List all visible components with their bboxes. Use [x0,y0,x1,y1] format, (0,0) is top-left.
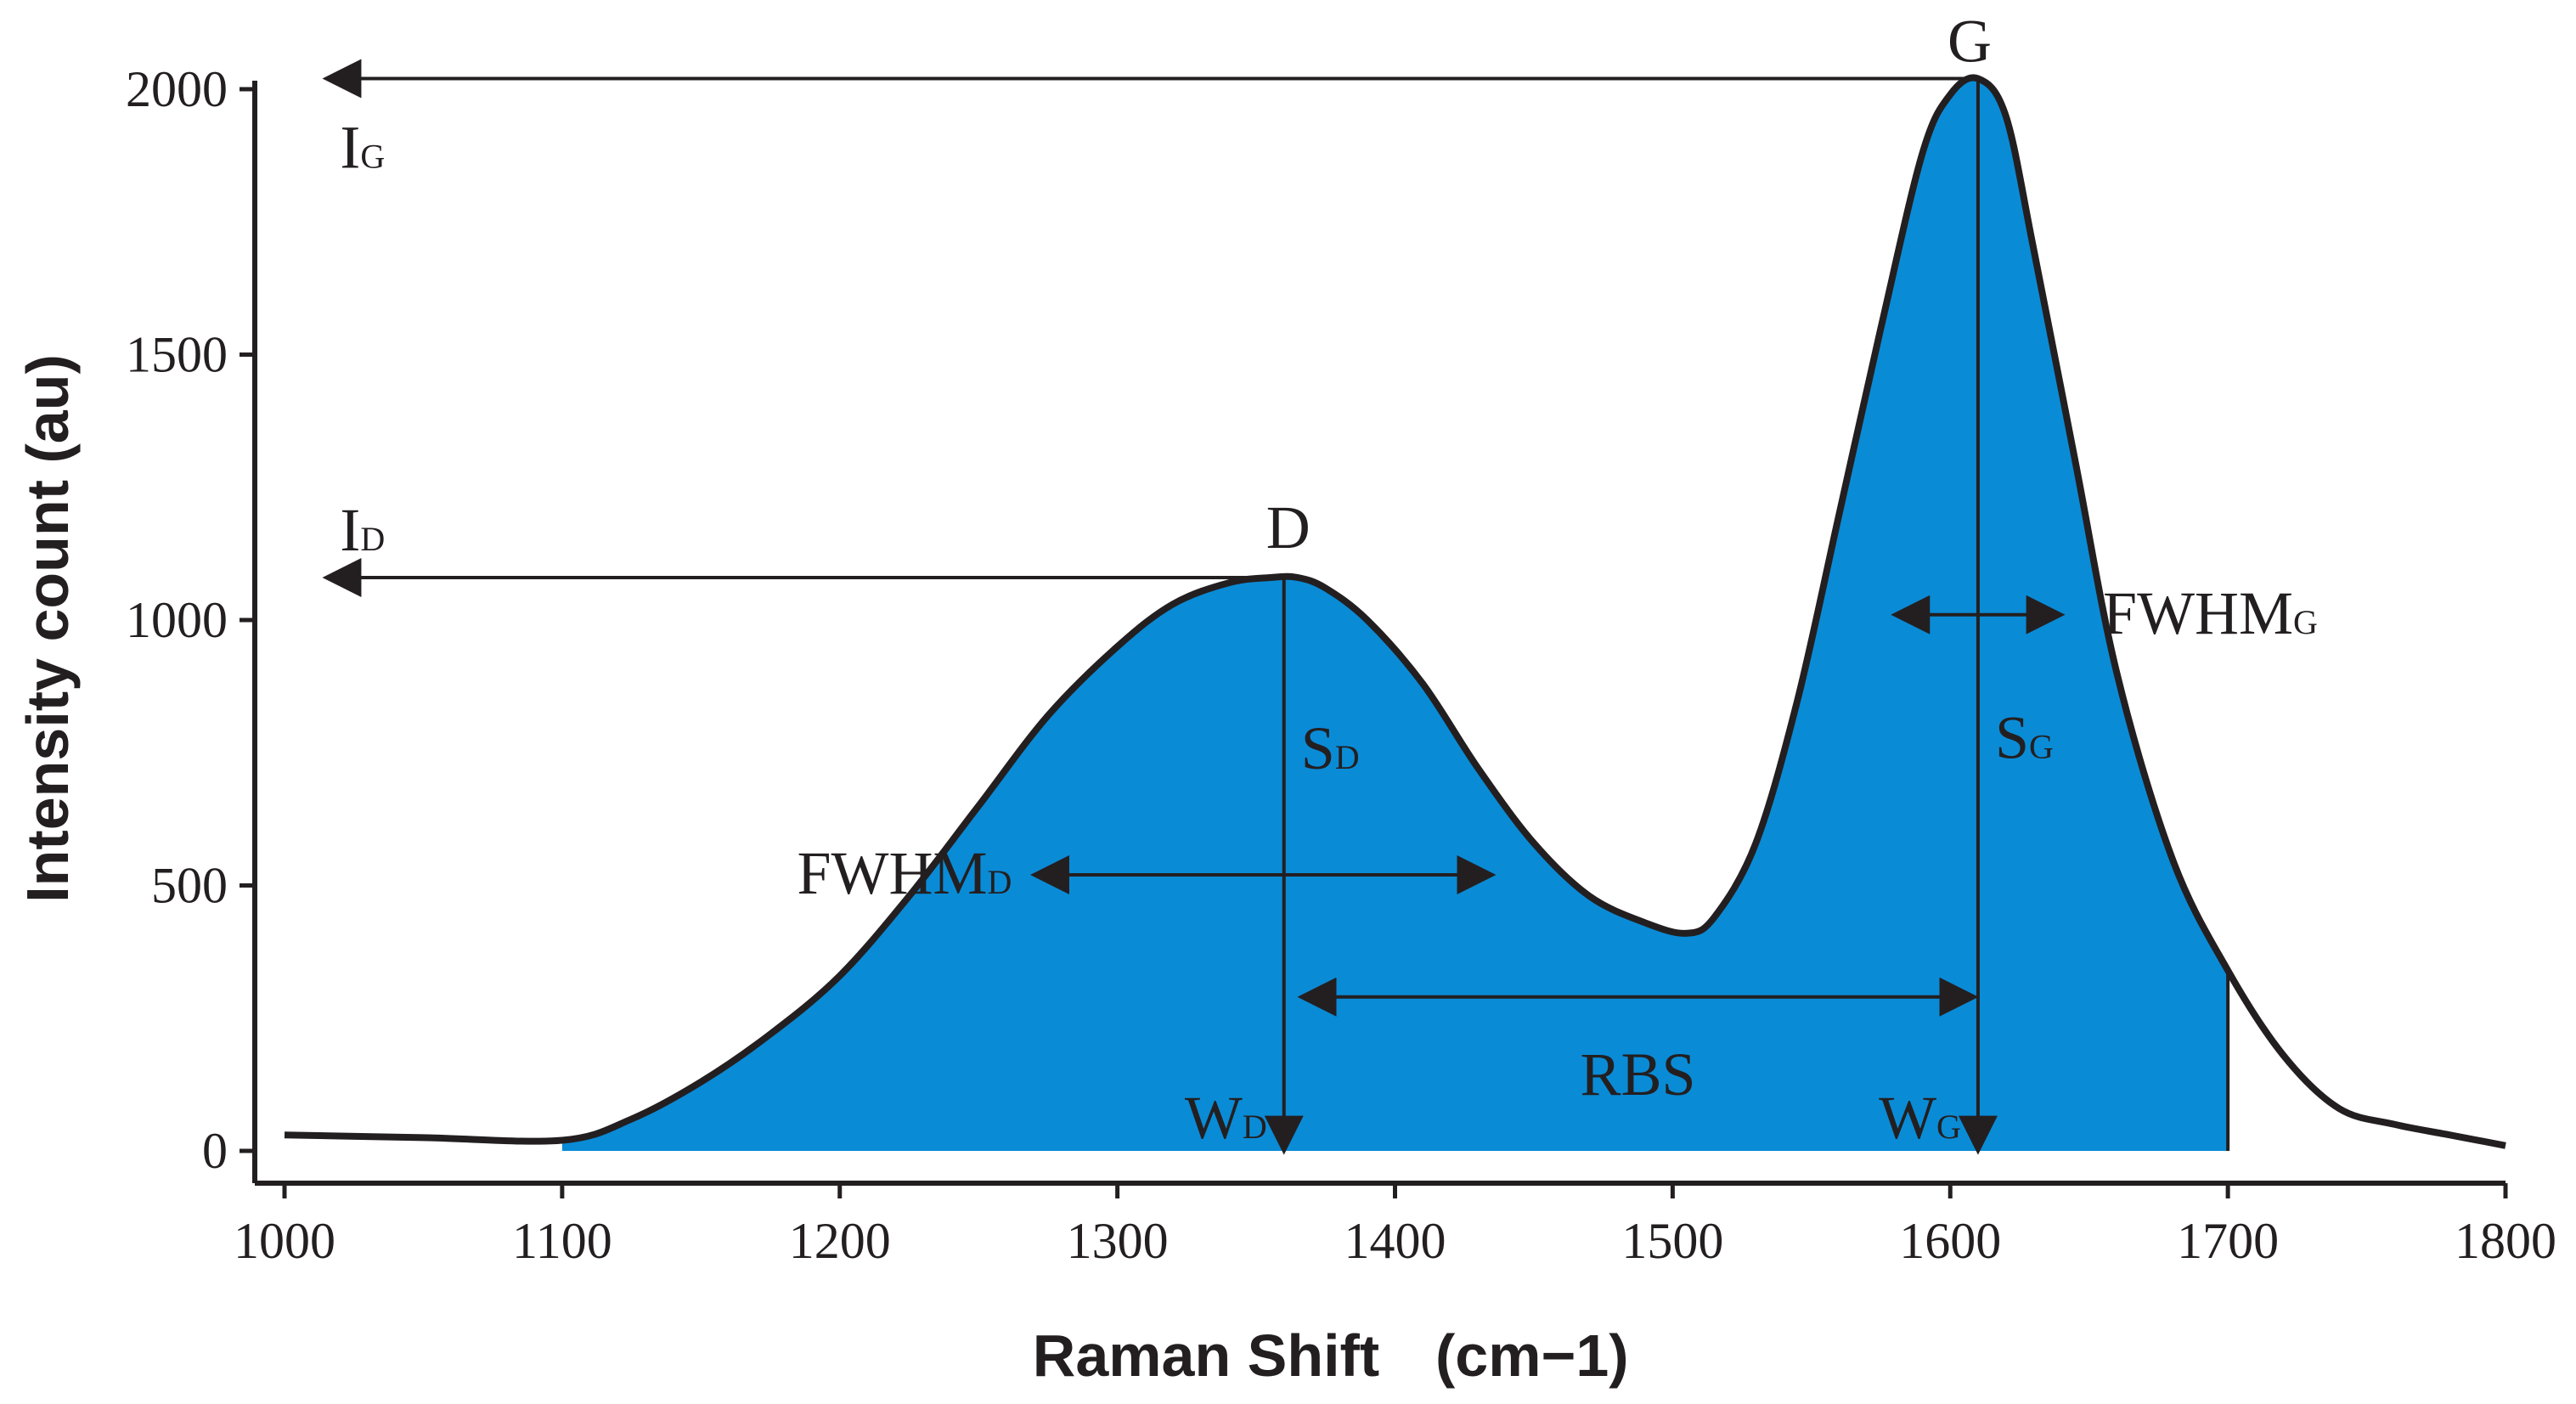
fwhm-d-label-main: FWHM [798,839,988,907]
x-tick-label: 1200 [789,1213,891,1269]
x-axis-unit: (cm−1) [1435,1322,1629,1389]
x-tick-label: 1600 [1899,1213,2001,1269]
x-tick-label: 1300 [1067,1213,1169,1269]
peak-d-label: D [1266,493,1311,561]
s-g-label-sub: G [2029,728,2054,766]
fwhm-g-label-sub: G [2293,603,2318,641]
wd-label: WD [1185,1084,1267,1152]
y-tick-label: 500 [151,858,228,914]
s-g-label-main: S [1995,704,2029,772]
fwhm-g-label: FWHMG [2103,579,2318,647]
s-d-label-sub: D [1335,738,1360,776]
y-tick-label: 1000 [126,592,228,648]
x-tick-label: 1400 [1344,1213,1446,1269]
x-tick-label: 1500 [1621,1213,1723,1269]
ig-label: IG [340,114,385,182]
x-tick-label: 1800 [2455,1213,2556,1269]
wg-label: WG [1879,1084,1961,1152]
wg-label-main: W [1879,1084,1936,1152]
y-tick-label: 0 [202,1123,228,1179]
s-g-label: SG [1995,704,2054,772]
peak-g-label: G [1948,8,1992,76]
id-label-sub: D [360,520,385,558]
rbs-label: RBS [1580,1040,1695,1108]
axes-layer: 1000 1100 1200 1300 1400 1500 1600 1700 1800 0 500… [126,61,2556,1269]
spectrum-fill-layer [561,77,2230,1151]
spectrum-line [284,74,2506,1149]
ig-label-sub: G [360,138,385,176]
wg-label-sub: G [1936,1108,1961,1146]
x-tick-label: 1100 [512,1213,612,1269]
id-label: ID [340,496,385,564]
fwhm-d-label-sub: D [988,863,1012,901]
fwhm-g-label-main: FWHM [2103,579,2293,647]
fwhm-d-label: FWHMD [798,839,1012,907]
s-d-label-main: S [1301,714,1335,782]
y-tick-label: 2000 [126,61,228,117]
s-d-label: SD [1301,714,1360,782]
spectrum-area-fill [561,77,2229,1151]
spectrum-line-layer [284,74,2506,1149]
wd-label-main: W [1185,1084,1243,1152]
x-tick-label: 1000 [234,1213,335,1269]
y-tick-label: 1500 [126,327,228,383]
id-label-main: I [340,496,360,564]
x-axis-title: Raman Shift [1033,1322,1379,1389]
wd-label-sub: D [1243,1108,1267,1146]
x-tick-label: 1700 [2177,1213,2279,1269]
y-axis-title: Intensity count (au) [14,354,81,903]
ig-label-main: I [340,114,360,182]
